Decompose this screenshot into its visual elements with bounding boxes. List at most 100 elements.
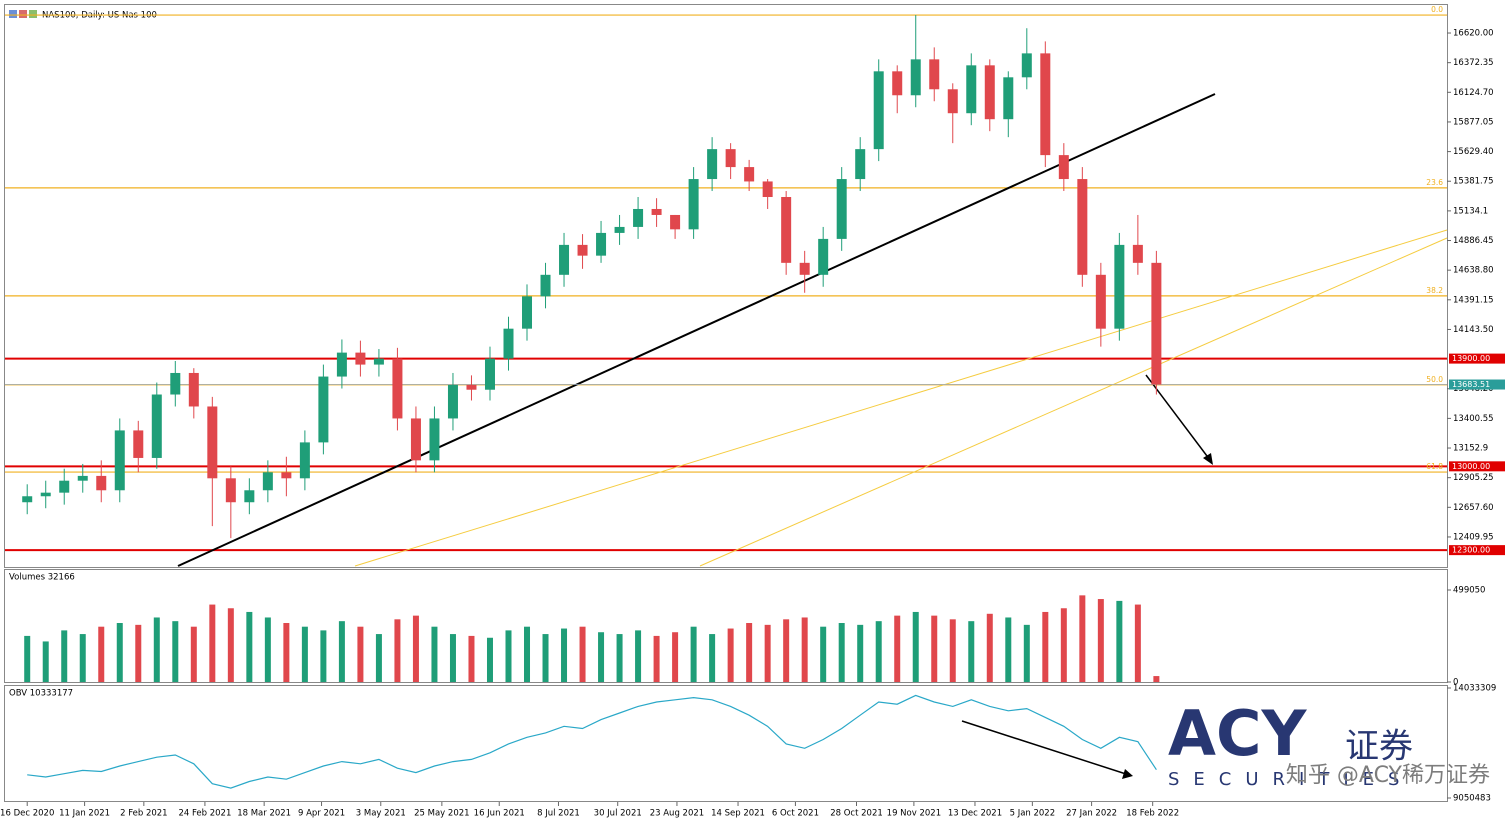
- candle-body: [540, 274, 551, 297]
- y-tick-label: 0: [1453, 678, 1458, 688]
- volume-bar: [690, 626, 697, 682]
- candle-body: [429, 418, 440, 461]
- obv-title: OBV 10333177: [9, 689, 73, 699]
- candle-body: [1132, 244, 1143, 263]
- volume-bar: [505, 630, 512, 682]
- x-tick-label: 6 Oct 2021: [772, 809, 819, 819]
- volume-bar: [375, 634, 382, 682]
- volume-bar: [172, 621, 179, 682]
- candle-body: [22, 496, 33, 503]
- x-tick-label: 19 Nov 2021: [887, 809, 941, 819]
- volume-bar: [227, 608, 234, 682]
- candle-body: [781, 197, 792, 263]
- level-box: [1449, 461, 1505, 472]
- candle-body: [596, 232, 607, 256]
- y-tick-label: 15381.75: [1453, 177, 1494, 187]
- candle-body: [910, 59, 921, 96]
- candle-body: [40, 492, 51, 497]
- candle-body: [410, 418, 421, 461]
- volume-bar: [153, 617, 160, 682]
- y-tick-label: 12657.60: [1453, 503, 1494, 513]
- volume-bar: [616, 634, 623, 682]
- candle-body: [947, 89, 958, 114]
- price-box: [1449, 379, 1505, 390]
- volume-bar: [1153, 676, 1160, 682]
- candle-body: [855, 149, 866, 180]
- y-tick-label: 13152.9: [1453, 444, 1488, 454]
- x-tick-label: 23 Aug 2021: [650, 809, 704, 819]
- volume-bar: [875, 621, 882, 682]
- volume-bar: [635, 630, 642, 682]
- volume-bar: [746, 623, 753, 682]
- x-tick-label: 18 Mar 2021: [237, 809, 291, 819]
- candle-body: [225, 478, 236, 503]
- volume-bar: [949, 619, 956, 682]
- volume-bar: [468, 635, 475, 682]
- candle-body: [614, 226, 625, 233]
- volume-bar: [912, 611, 919, 682]
- price-label: 13683.51: [1452, 380, 1490, 389]
- candle-body: [577, 244, 588, 256]
- candle-body: [688, 179, 699, 230]
- x-tick-label: 3 May 2021: [356, 809, 406, 819]
- y-tick-label: 499050: [1453, 586, 1485, 596]
- volume-bar: [338, 621, 345, 682]
- volume-bar: [24, 635, 31, 682]
- candle-body: [1095, 274, 1106, 329]
- volume-bar: [1023, 624, 1030, 682]
- fib-label: 38.2: [1426, 286, 1443, 295]
- volume-bar: [431, 626, 438, 682]
- volume-bar: [394, 619, 401, 682]
- volume-bar: [727, 628, 734, 682]
- candle-body: [188, 372, 199, 407]
- candle-body: [336, 352, 347, 377]
- volume-bar: [1042, 611, 1049, 682]
- volume-bar: [209, 604, 216, 682]
- x-tick-label: 14 Sep 2021: [711, 809, 765, 819]
- volume-bar: [764, 624, 771, 682]
- candle-body: [244, 490, 255, 503]
- y-tick-label: 15134.1: [1453, 206, 1488, 216]
- candle-body: [466, 384, 477, 390]
- volume-bar: [116, 623, 123, 682]
- candle-body: [966, 65, 977, 114]
- y-tick-label: 12409.95: [1453, 532, 1494, 542]
- candle-body: [762, 181, 773, 198]
- volume-bar: [1005, 617, 1012, 682]
- volume-bar: [486, 637, 493, 682]
- obv-line: [27, 694, 1157, 789]
- candle-body: [744, 167, 755, 182]
- volume-bar: [264, 617, 271, 682]
- y-tick-label: 16620.00: [1453, 29, 1494, 39]
- x-tick-label: 27 Jan 2022: [1066, 809, 1117, 819]
- x-tick-label: 5 Jan 2022: [1010, 809, 1056, 819]
- y-tick-label: 14391.15: [1453, 295, 1494, 305]
- candle-body: [929, 59, 940, 90]
- x-tick-label: 2 Feb 2021: [120, 809, 168, 819]
- volume-bar: [412, 615, 419, 682]
- volume-bar: [820, 626, 827, 682]
- candle-body: [503, 328, 514, 359]
- volume-bar: [246, 611, 253, 682]
- candle-body: [96, 475, 107, 491]
- y-tick-label: 16124.70: [1453, 88, 1494, 98]
- candle-body: [207, 406, 218, 479]
- volume-bar: [857, 624, 864, 682]
- x-tick-label: 8 Jul 2021: [537, 809, 580, 819]
- candle-body: [1040, 53, 1051, 156]
- fib-label: 61.8: [1426, 462, 1443, 471]
- candle-body: [1077, 179, 1088, 275]
- credit: 知乎 @ACY稀万证券: [1286, 763, 1490, 788]
- drawings: [177, 93, 1448, 779]
- logo: ACY: [1168, 697, 1307, 770]
- candle-body: [318, 376, 329, 443]
- volume-bar: [579, 626, 586, 682]
- candle-body: [799, 262, 810, 275]
- candle-body: [281, 472, 292, 479]
- watermark: ACY 证券 SECURITIES 知乎 @ACY稀万证券: [1168, 697, 1490, 790]
- candle-body: [670, 214, 681, 230]
- volume-bar: [931, 615, 938, 682]
- candle-body: [299, 442, 310, 479]
